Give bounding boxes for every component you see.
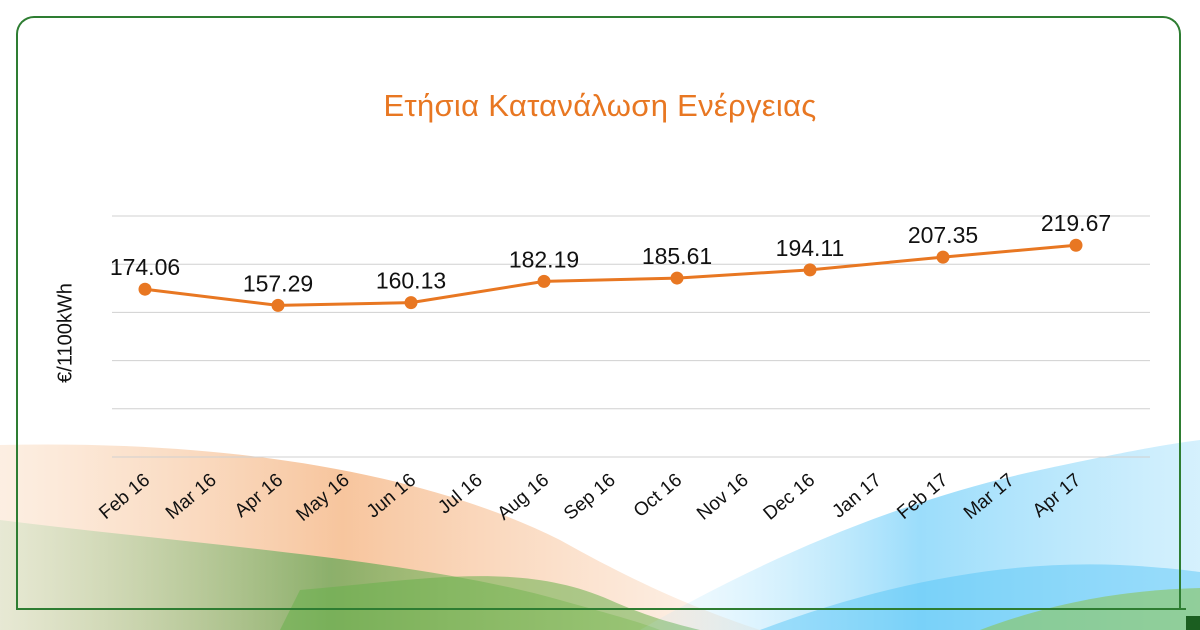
data-label: 182.19 — [509, 246, 579, 272]
data-label: 174.06 — [110, 254, 180, 280]
data-point — [1069, 238, 1083, 252]
x-tick-label: Jul 16 — [434, 470, 486, 519]
data-point — [271, 298, 285, 312]
data-label: 157.29 — [243, 270, 313, 296]
x-tick-label: Jan 17 — [829, 470, 886, 523]
x-tick-label: Apr 17 — [1029, 470, 1085, 522]
data-label: 207.35 — [908, 222, 978, 248]
data-label: 194.11 — [776, 235, 845, 261]
data-point — [936, 250, 950, 264]
series-line — [144, 243, 1077, 307]
card-frame-bottom — [16, 608, 1186, 610]
x-tick-label: Aug 16 — [494, 470, 554, 525]
x-tick-label: Nov 16 — [693, 470, 753, 525]
x-tick-label: Oct 16 — [630, 470, 686, 522]
x-tick-label: May 16 — [292, 470, 353, 526]
data-point — [404, 296, 418, 310]
card-frame — [16, 16, 1181, 610]
x-tick-label: Apr 16 — [231, 470, 287, 522]
chart-title: Ετήσια Κατανάλωση Ενέργειας — [383, 88, 817, 123]
x-tick-label: Mar 17 — [960, 470, 1019, 524]
x-tick-label: Feb 16 — [95, 470, 154, 524]
x-tick-label: Mar 16 — [162, 470, 221, 524]
data-point — [138, 282, 152, 296]
data-label: 219.67 — [1041, 210, 1111, 236]
x-tick-label: Sep 16 — [560, 470, 620, 525]
corner-accent — [1186, 616, 1200, 630]
x-tick-label: Dec 16 — [760, 470, 820, 525]
x-tick-label: Jun 16 — [363, 470, 420, 523]
data-label: 160.13 — [376, 268, 446, 294]
x-tick-label: Feb 17 — [893, 470, 952, 524]
data-point — [670, 271, 684, 285]
data-point — [803, 263, 817, 277]
data-label: 185.61 — [642, 243, 712, 269]
data-point — [537, 274, 551, 288]
